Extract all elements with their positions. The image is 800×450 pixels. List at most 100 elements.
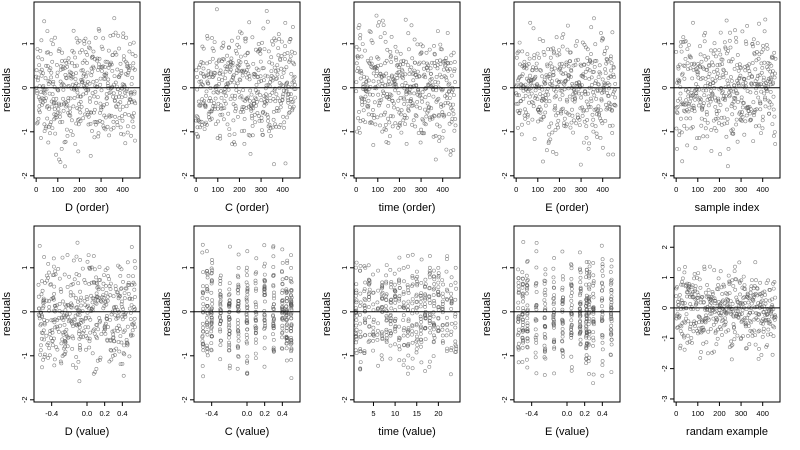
data-point	[131, 125, 136, 129]
data-point	[128, 42, 132, 47]
data-point	[114, 304, 118, 309]
data-point	[42, 337, 47, 342]
data-point	[677, 62, 682, 67]
data-point	[284, 313, 289, 318]
data-point	[520, 276, 525, 281]
data-point	[578, 322, 583, 327]
data-point	[127, 68, 132, 73]
data-point	[378, 71, 383, 76]
data-point	[242, 117, 247, 121]
data-point	[210, 301, 215, 306]
data-point	[213, 104, 217, 109]
data-point	[540, 98, 544, 103]
data-point	[595, 112, 599, 117]
data-point	[545, 86, 550, 91]
data-point	[245, 306, 250, 311]
data-point	[398, 112, 403, 117]
data-point	[396, 91, 401, 95]
data-point	[384, 314, 389, 318]
data-point	[594, 131, 599, 136]
data-point	[562, 116, 567, 121]
data-point	[102, 273, 106, 278]
data-point	[727, 86, 732, 91]
data-point	[677, 315, 682, 320]
data-point	[71, 363, 75, 368]
data-point	[378, 63, 383, 68]
data-point	[681, 35, 686, 40]
data-point	[289, 306, 294, 311]
data-point	[696, 70, 701, 75]
data-point	[257, 119, 262, 123]
data-point	[420, 44, 425, 49]
data-point	[113, 353, 117, 357]
data-point	[611, 65, 616, 70]
data-point	[114, 52, 119, 57]
data-point	[279, 101, 283, 106]
data-point	[112, 305, 117, 310]
x-tick-label: 200	[393, 185, 406, 194]
data-point	[370, 92, 375, 97]
data-point	[583, 89, 588, 94]
data-point	[53, 35, 57, 40]
data-point	[87, 265, 92, 270]
data-point	[380, 81, 385, 86]
data-point	[220, 112, 225, 117]
y-tick-label: -1	[500, 128, 509, 135]
data-point	[280, 260, 285, 265]
x-tick-label: 400	[756, 409, 769, 418]
data-point	[427, 93, 432, 97]
data-point	[584, 346, 589, 351]
data-point	[413, 72, 418, 77]
data-point	[117, 349, 122, 354]
data-point	[545, 148, 549, 153]
data-point	[743, 80, 748, 85]
x-tick-label: 300	[415, 185, 428, 194]
data-point	[386, 141, 391, 145]
data-point	[399, 130, 404, 135]
data-point	[534, 318, 539, 323]
data-point	[728, 280, 732, 285]
data-point	[747, 69, 752, 74]
data-point	[280, 335, 285, 340]
data-point	[400, 69, 405, 74]
data-point	[63, 58, 68, 63]
data-point	[266, 49, 271, 54]
data-point	[59, 315, 64, 320]
data-point	[682, 124, 687, 128]
data-point	[384, 329, 389, 334]
data-point	[543, 324, 548, 329]
data-point	[688, 99, 692, 104]
data-point	[278, 105, 283, 110]
data-point	[79, 295, 84, 300]
data-point	[235, 115, 240, 119]
data-point	[537, 37, 542, 42]
data-point	[397, 69, 401, 74]
data-point	[449, 321, 454, 326]
data-point	[100, 47, 105, 51]
data-point	[222, 106, 227, 111]
data-point	[209, 320, 214, 325]
data-point	[245, 273, 249, 278]
data-point	[384, 336, 389, 341]
data-point	[244, 268, 249, 273]
data-point	[374, 13, 379, 18]
data-point	[125, 61, 130, 66]
data-point	[243, 60, 248, 64]
data-point	[68, 96, 73, 101]
data-point	[571, 63, 576, 68]
data-point	[389, 306, 394, 311]
data-point	[448, 283, 453, 288]
data-point	[197, 79, 202, 84]
data-point	[395, 76, 400, 80]
data-point	[121, 312, 126, 317]
data-point	[208, 72, 213, 77]
data-point	[262, 243, 267, 248]
data-point	[119, 95, 124, 100]
data-point	[96, 327, 101, 332]
data-point	[56, 49, 61, 53]
data-point	[766, 327, 771, 332]
data-point	[198, 125, 203, 130]
data-point	[402, 279, 406, 284]
data-point	[584, 304, 588, 308]
